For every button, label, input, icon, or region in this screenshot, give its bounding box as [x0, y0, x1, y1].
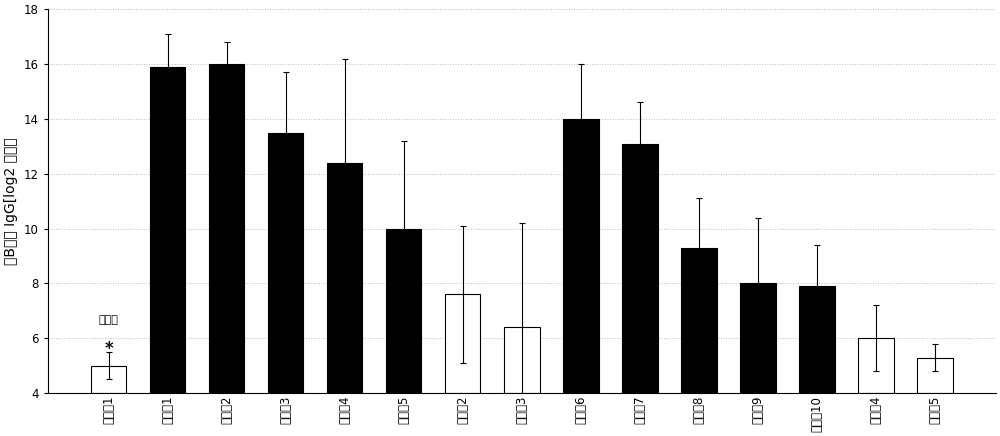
Y-axis label: 抗B血清 IgG[log2 效价］: 抗B血清 IgG[log2 效价］	[4, 137, 18, 265]
Bar	[209, 64, 244, 393]
Bar	[150, 67, 185, 393]
Bar	[799, 286, 835, 393]
Bar	[917, 358, 953, 393]
Bar	[622, 143, 658, 393]
Bar	[858, 338, 894, 393]
Bar	[91, 366, 126, 393]
Bar	[563, 119, 599, 393]
Bar	[327, 163, 362, 393]
Bar	[445, 294, 480, 393]
Bar	[504, 327, 540, 393]
Text: *: *	[104, 340, 113, 358]
Bar	[268, 133, 303, 393]
Text: 未実施: 未実施	[99, 315, 118, 325]
Bar	[681, 248, 717, 393]
Bar	[386, 228, 421, 393]
Bar	[740, 283, 776, 393]
